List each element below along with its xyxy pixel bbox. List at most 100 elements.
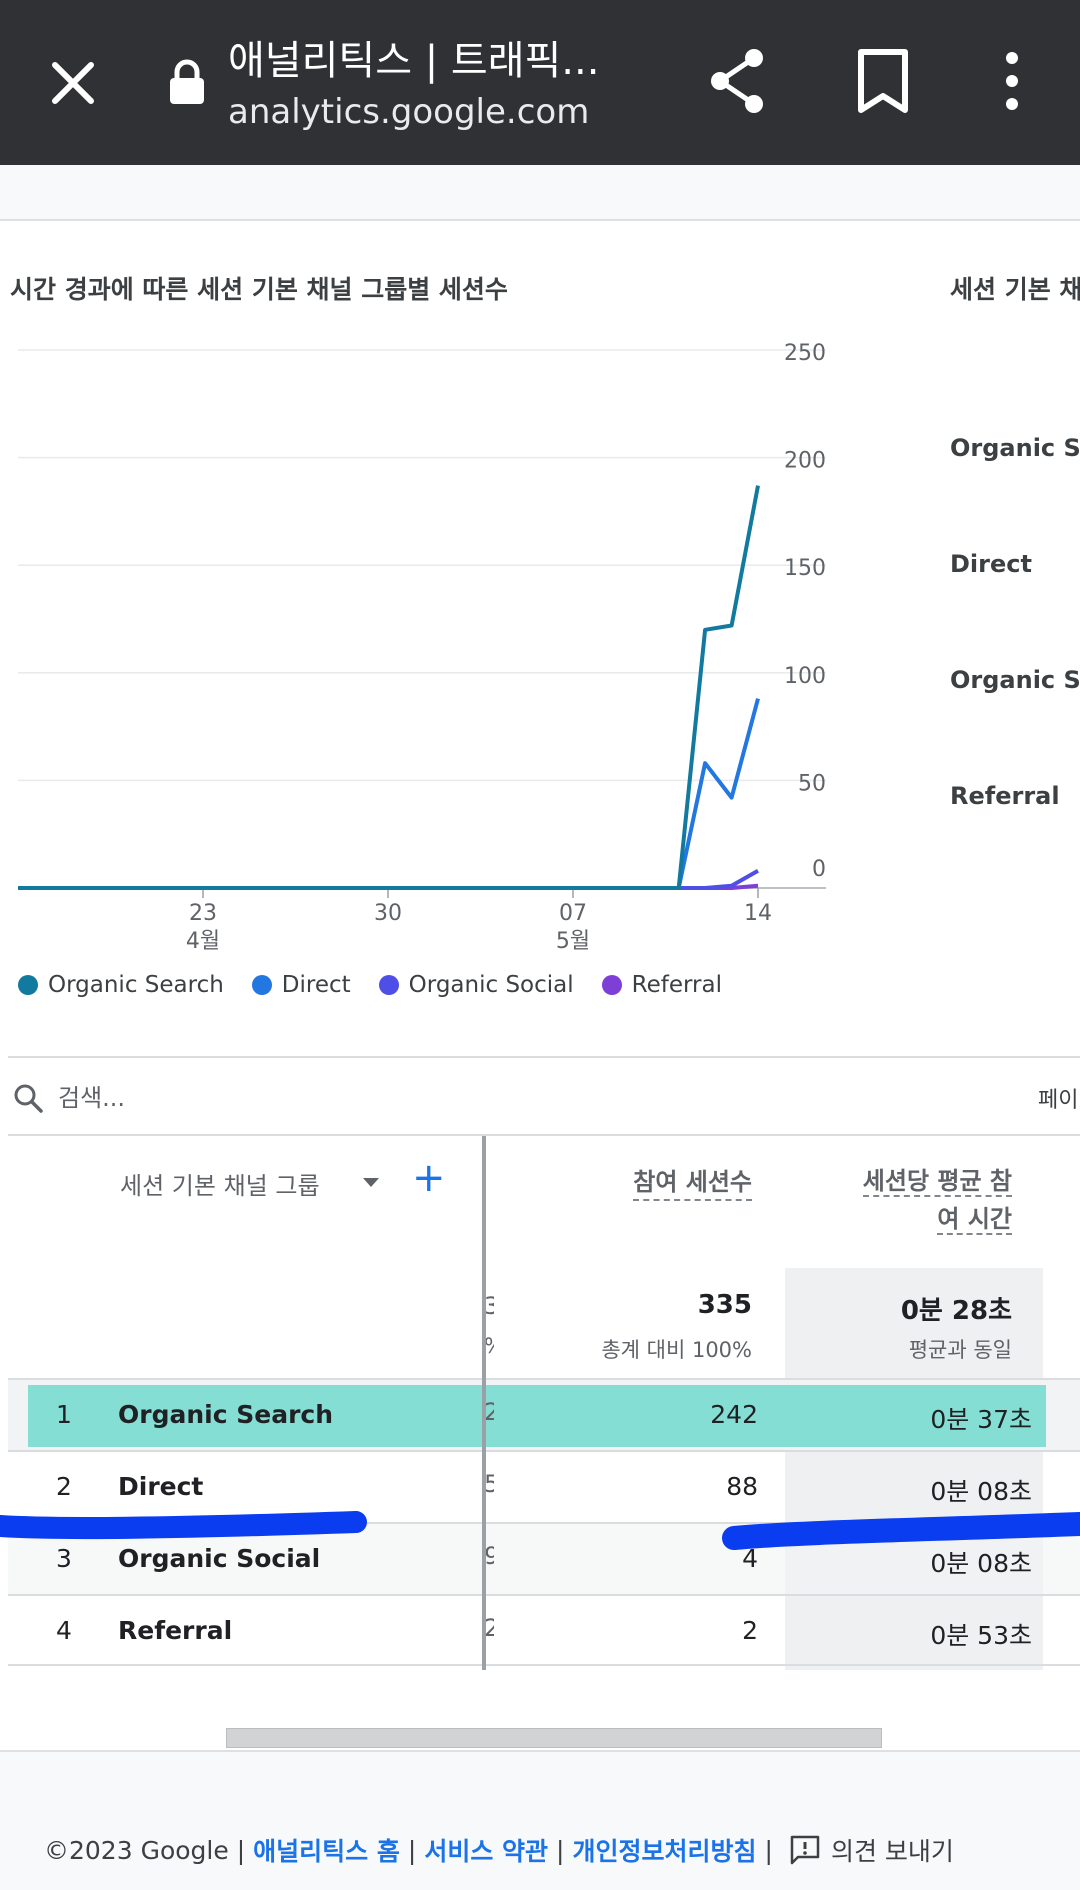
divider [8,1134,1080,1136]
privacy-link[interactable]: 개인정보처리방침 [572,1837,757,1866]
copyright-text: ©2023 Google [44,1835,229,1865]
side-label-organic-search: Organic Sea [950,434,1080,462]
x-tick-month-label: 5월 [556,929,590,950]
header-line: 여 시간 [937,1205,1012,1235]
x-tick-month-label: 4월 [186,929,220,950]
row-engaged-sessions: 4 [742,1544,758,1573]
y-tick-label: 0 [812,857,826,882]
legend-dot [378,975,399,995]
row-channel: Direct [118,1472,204,1501]
divider [8,1056,1080,1058]
row-channel: Referral [118,1616,233,1645]
x-tick-label: 30 [374,901,402,926]
legend-item-organic-search[interactable]: Organic Search [18,972,224,998]
legend-label: Organic Search [48,972,224,998]
row-engaged-sessions: 88 [726,1472,758,1501]
row-rank: 1 [56,1400,72,1429]
table-row[interactable]: 2 Direct 88 0분 08초 [8,1450,1080,1522]
y-tick-label: 250 [784,341,826,366]
row-partial-value: 5 [484,1470,494,1498]
legend-dot [601,975,622,995]
legend-label: Referral [631,972,722,998]
add-dimension-button[interactable]: + [412,1155,446,1201]
legend-dot [18,975,38,995]
legend-item-direct[interactable]: Direct [251,972,351,998]
page-footer: ©2023 Google | 애널리틱스 홈 | 서비스 약관 | 개인정보처리… [0,1750,1080,1890]
row-channel: Organic Social [118,1544,321,1573]
separator: | [407,1835,417,1865]
series-line-organic-social [18,869,759,890]
frozen-column-separator [482,1136,486,1670]
y-tick-label: 150 [784,556,826,581]
row-avg-time: 0분 37초 [930,1405,1032,1434]
close-icon[interactable] [38,48,108,118]
marker-scribble-right [722,1512,1080,1550]
series-line-direct [18,698,760,890]
sessions-line-chart: 0 50 100 150 200 250 23 4월 30 07 5월 14 [18,341,826,950]
side-card-title: 세션 기본 채 [950,275,1080,304]
series-line-organic-search [18,485,760,890]
lock-icon [168,58,206,106]
row-engaged-sessions: 242 [710,1400,758,1429]
y-tick-label: 50 [798,771,826,796]
row-avg-time: 0분 53초 [930,1621,1032,1650]
separator: | [764,1835,773,1865]
side-label-direct: Direct [950,550,1032,578]
row-partial-value: 2 [484,1614,494,1642]
sorted-column-background [785,1268,1043,1670]
page-top-strip [0,165,1080,221]
browser-toolbar: 애널리틱스 | 트래픽... analytics.google.com [0,0,1080,165]
chevron-down-icon[interactable] [362,1174,380,1187]
page-url[interactable]: analytics.google.com [228,92,590,132]
side-label-referral: Referral [950,782,1060,810]
row-rank: 4 [56,1616,72,1645]
engaged-sessions-total-sub: 총계 대비 100% [601,1338,752,1362]
rows-per-page-label: 페이 [1038,1088,1079,1113]
feedback-icon[interactable] [789,1834,821,1866]
dimension-column-header[interactable]: 세션 기본 채널 그룹 [120,1172,320,1200]
feedback-link[interactable]: 의견 보내기 [830,1837,954,1866]
row-rank: 3 [56,1544,72,1573]
y-tick-label: 100 [784,664,826,689]
avg-time-total: 0분 28초 [900,1296,1012,1326]
row-channel: Organic Search [118,1400,334,1429]
x-tick-label: 07 [559,901,587,926]
row-partial-value: 2 [484,1398,494,1426]
avg-time-total-sub: 평균과 동일 [908,1338,1012,1362]
legend-dot [251,975,272,995]
terms-link[interactable]: 서비스 약관 [424,1837,549,1866]
horizontal-scrollbar[interactable] [226,1728,882,1748]
header-line: 세션당 평균 참 [862,1167,1012,1197]
row-highlight [28,1385,1046,1447]
engaged-sessions-total: 335 [697,1290,752,1320]
search-icon [12,1082,44,1114]
row-avg-time: 0분 08초 [930,1477,1032,1506]
legend-label: Organic Social [408,972,574,998]
more-vert-icon[interactable] [996,48,1028,114]
engaged-sessions-header[interactable]: 참여 세션수 [633,1162,752,1201]
chart-title: 시간 경과에 따른 세션 기본 채널 그룹별 세션수 [10,275,508,304]
search-input[interactable] [58,1078,658,1118]
table-row[interactable]: 3 Organic Social 4 0분 08초 [8,1522,1080,1594]
row-engaged-sessions: 2 [742,1616,758,1645]
bookmark-icon[interactable] [856,48,910,114]
page-title: 애널리틱스 | 트래픽... [228,38,600,84]
analytics-home-link[interactable]: 애널리틱스 홈 [253,1837,400,1866]
table-row[interactable]: 4 Referral 2 0분 53초 [8,1594,1080,1666]
x-tick-label: 23 [189,901,217,926]
avg-engagement-time-header[interactable]: 세션당 평균 참 여 시간 [862,1162,1012,1238]
row-partial-value: 9 [484,1542,494,1570]
legend-item-referral[interactable]: Referral [601,972,722,998]
table-row[interactable]: 1 Organic Search 242 0분 37초 [8,1378,1080,1450]
x-tick-label: 14 [744,901,772,926]
row-rank: 2 [56,1472,72,1501]
legend-label: Direct [281,972,351,998]
share-icon[interactable] [706,46,770,116]
separator: | [236,1835,246,1865]
partial-column-total: 3 [484,1292,494,1320]
partial-column-total-sub: % [484,1334,494,1358]
y-tick-label: 200 [784,449,826,474]
legend-item-organic-social[interactable]: Organic Social [378,972,574,998]
row-avg-time: 0분 08초 [930,1549,1032,1578]
marker-scribble-left [0,1511,367,1540]
